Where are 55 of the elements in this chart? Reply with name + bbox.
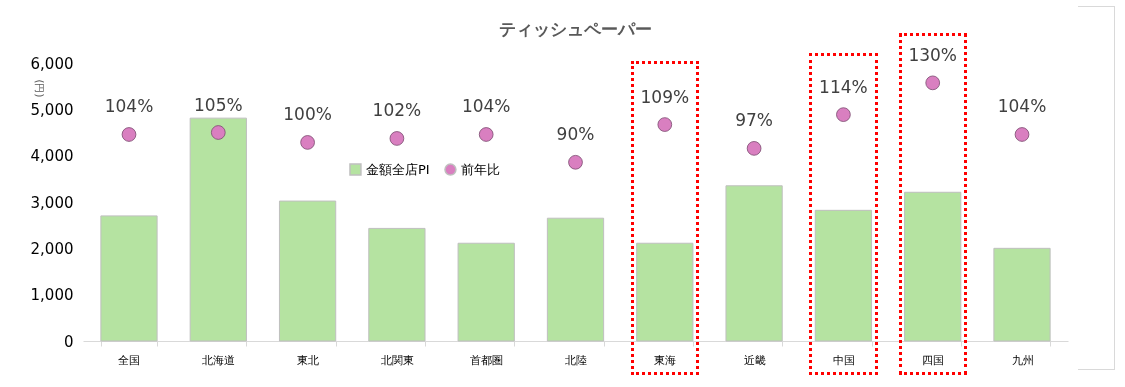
point [657,117,673,132]
x-tick-label: 北関東 [380,353,414,367]
legend-label: 前年比 [460,161,500,177]
x-tick-label: 九州 [1011,353,1034,367]
x-tick-label: 中国 [832,353,855,367]
bar [725,185,783,342]
x-tick-label: 四国 [922,353,945,367]
point [389,131,405,146]
y-tick-label: 6,000 [30,54,74,73]
bar [100,215,158,342]
chart-title: ティッシュペーパー [499,18,652,39]
legend-label: 金額全店PI [365,161,430,177]
y-tick-label: 3,000 [30,193,74,212]
point [568,155,583,170]
bar [278,200,337,342]
x-tick-label: 北海道 [202,353,236,367]
point [211,125,226,140]
data-label: 97% [735,110,773,131]
bar [189,117,247,342]
data-label: 104% [104,96,154,117]
bar [546,217,605,342]
point [121,127,137,142]
data-label: 114% [819,76,868,97]
data-label: 104% [461,96,511,117]
point [836,107,851,122]
y-tick-label: 0 [63,332,74,351]
data-label: 90% [556,124,595,145]
point [300,135,315,150]
point [925,75,940,91]
data-label: 100% [283,104,332,125]
x-tick-label: 近畿 [743,353,766,367]
x-tick-label: 東北 [297,353,320,367]
data-label: 102% [372,100,422,121]
y-tick-label: 2,000 [30,239,74,258]
data-label: 109% [640,86,690,107]
point [478,127,494,142]
data-label: 130% [908,44,958,65]
bar [993,247,1051,342]
x-tick-label: 東海 [654,353,677,367]
data-label: 104% [997,96,1047,117]
x-tick-label: 全国 [118,353,141,367]
data-label: 105% [193,94,243,115]
x-tick-label: 首都圏 [470,353,504,367]
point [1014,127,1030,142]
bar [636,242,694,342]
point [746,141,762,156]
bar [814,209,873,342]
y-axis-title: (円) [33,79,45,98]
y-tick-label: 1,000 [30,286,74,305]
y-tick-label: 5,000 [30,100,74,119]
y-tick-label: 4,000 [30,147,74,166]
bar [457,242,515,342]
x-tick-label: 北陸 [565,353,587,367]
bar [904,191,962,342]
bar [368,227,426,342]
